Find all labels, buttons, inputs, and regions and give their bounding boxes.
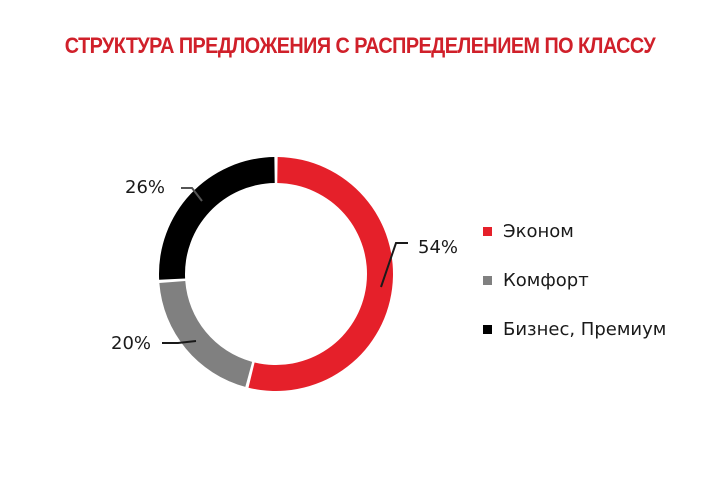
legend-swatch-icon <box>483 276 492 285</box>
chart-title: СТРУКТУРА ПРЕДЛОЖЕНИЯ С РАСПРЕДЕЛЕНИЕМ П… <box>64 33 656 58</box>
donut-segment-0 <box>248 157 393 391</box>
legend-item-biznes: Бизнес, Премиум <box>483 305 666 354</box>
legend-item-ekonom: Эконом <box>483 207 666 256</box>
legend-item-komfort: Комфорт <box>483 256 666 305</box>
leader-line-ekonom <box>380 242 408 288</box>
legend-label: Эконом <box>503 221 574 242</box>
donut-segments <box>159 157 393 391</box>
legend-swatch-icon <box>483 325 492 334</box>
legend-swatch-icon <box>483 227 492 236</box>
legend: Эконом Комфорт Бизнес, Премиум <box>483 207 666 354</box>
data-label-komfort: 20% <box>111 333 152 354</box>
legend-label: Комфорт <box>503 270 589 291</box>
donut-segment-2 <box>159 157 275 280</box>
data-label-biznes: 26% <box>125 177 166 198</box>
donut-segment-1 <box>159 280 253 387</box>
legend-label: Бизнес, Премиум <box>503 319 667 340</box>
leader-line-biznes <box>181 187 203 202</box>
data-label-ekonom: 54% <box>418 237 459 258</box>
leader-line-komfort <box>162 340 197 344</box>
